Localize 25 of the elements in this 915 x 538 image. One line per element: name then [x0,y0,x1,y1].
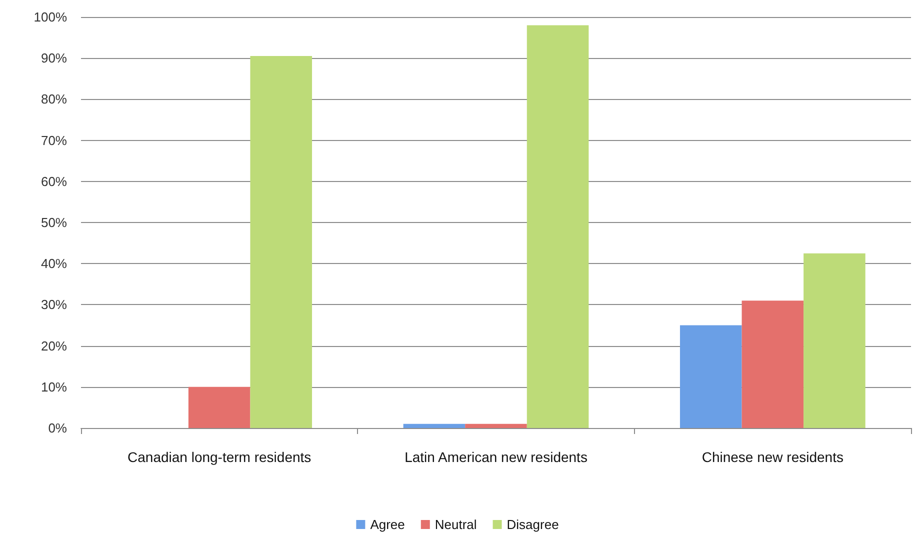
y-tick-label: 10% [40,379,68,394]
y-tick-label: 30% [40,297,68,312]
bar [680,325,742,428]
bar [804,253,866,428]
bar [188,386,250,428]
y-tick-label: 60% [40,174,68,189]
legend-label: Disagree [506,517,559,532]
bar [465,424,527,428]
bar [526,25,589,428]
y-tick-label: 80% [40,92,68,107]
bar [742,300,804,428]
x-tick-label: Latin American new residents [404,449,588,465]
bar [403,424,466,428]
y-tick-label: 20% [40,338,68,354]
legend-label: Neutral [434,517,477,532]
y-tick-label: 100% [34,10,68,24]
y-tick-label: 90% [40,50,68,66]
y-tick-label: 70% [40,132,68,148]
y-tick-label: 50% [40,215,68,230]
x-tick-label: Canadian long-term residents [128,449,312,465]
legend-label: Agree [370,517,405,532]
x-tick-label: Chinese new residents [702,449,844,465]
y-tick-label: 0% [48,420,68,436]
bar [250,56,312,428]
y-tick-label: 40% [40,256,68,272]
